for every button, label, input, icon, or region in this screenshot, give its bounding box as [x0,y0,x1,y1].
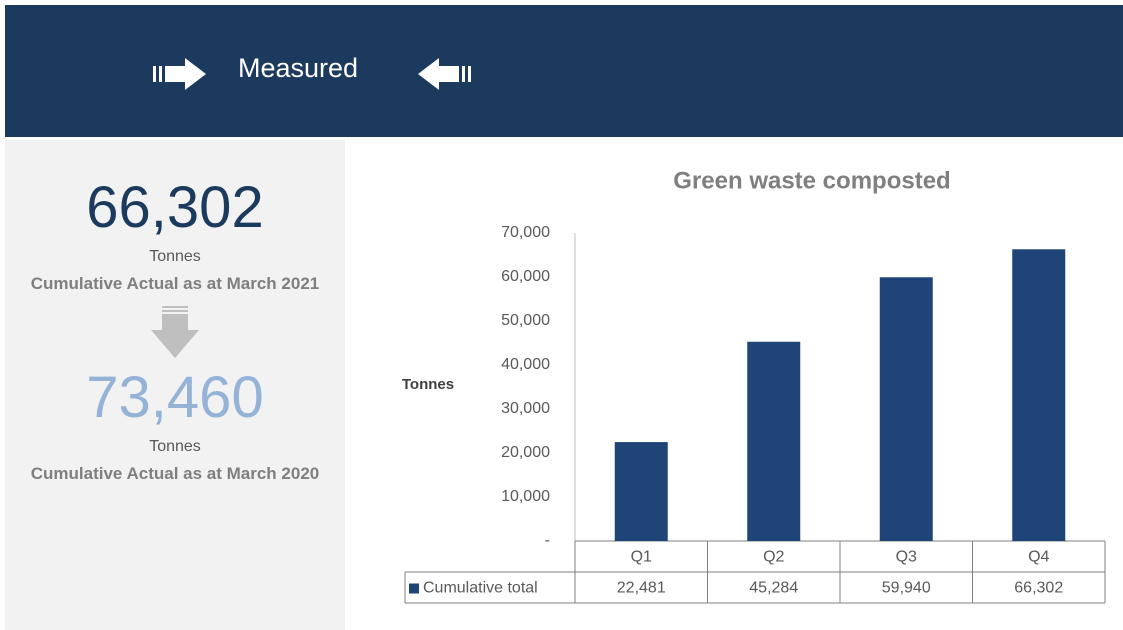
y-tick-label: - [545,532,550,549]
kpi-unit: Tonnes [149,438,201,455]
header-arrows [153,58,471,90]
y-tick-label: 60,000 [501,268,550,285]
data-label: 45,284 [749,580,798,597]
y-tick-label: 20,000 [501,444,550,461]
legend-swatch [409,583,419,594]
kpi-label: Cumulative Actual as at March 2021 [30,274,320,293]
y-axis-label: Tonnes [402,376,454,393]
kpi-value: 73,460 [86,365,264,430]
x-tick-label: Q4 [1028,549,1049,566]
legend-label: Cumulative total [423,580,538,597]
data-label: 59,940 [882,580,931,597]
bar [747,341,801,541]
y-tick-label: 10,000 [501,488,550,505]
x-tick-label: Q3 [896,549,917,566]
kpi-label: Cumulative Actual as at March 2020 [30,464,320,483]
x-tick-label: Q2 [763,549,784,566]
header: Measured [5,5,1123,137]
data-label: 22,481 [617,580,666,597]
y-tick-label: 30,000 [501,400,550,417]
x-tick-label: Q1 [631,549,652,566]
y-tick-label: 50,000 [501,312,550,329]
bar [614,442,668,541]
chart-title: Green waste composted [673,167,950,194]
kpi-unit: Tonnes [149,248,201,265]
kpi-value: 66,302 [86,175,264,240]
y-tick-label: 40,000 [501,356,550,373]
data-label: 66,302 [1014,580,1063,597]
kpi-panel: 66,302 Tonnes Cumulative Actual as at Ma… [5,140,345,630]
y-tick-label: 70,000 [501,224,550,241]
header-title: Measured [238,53,359,83]
bar [1012,249,1066,542]
down-arrow [151,306,199,358]
bar [879,277,933,541]
